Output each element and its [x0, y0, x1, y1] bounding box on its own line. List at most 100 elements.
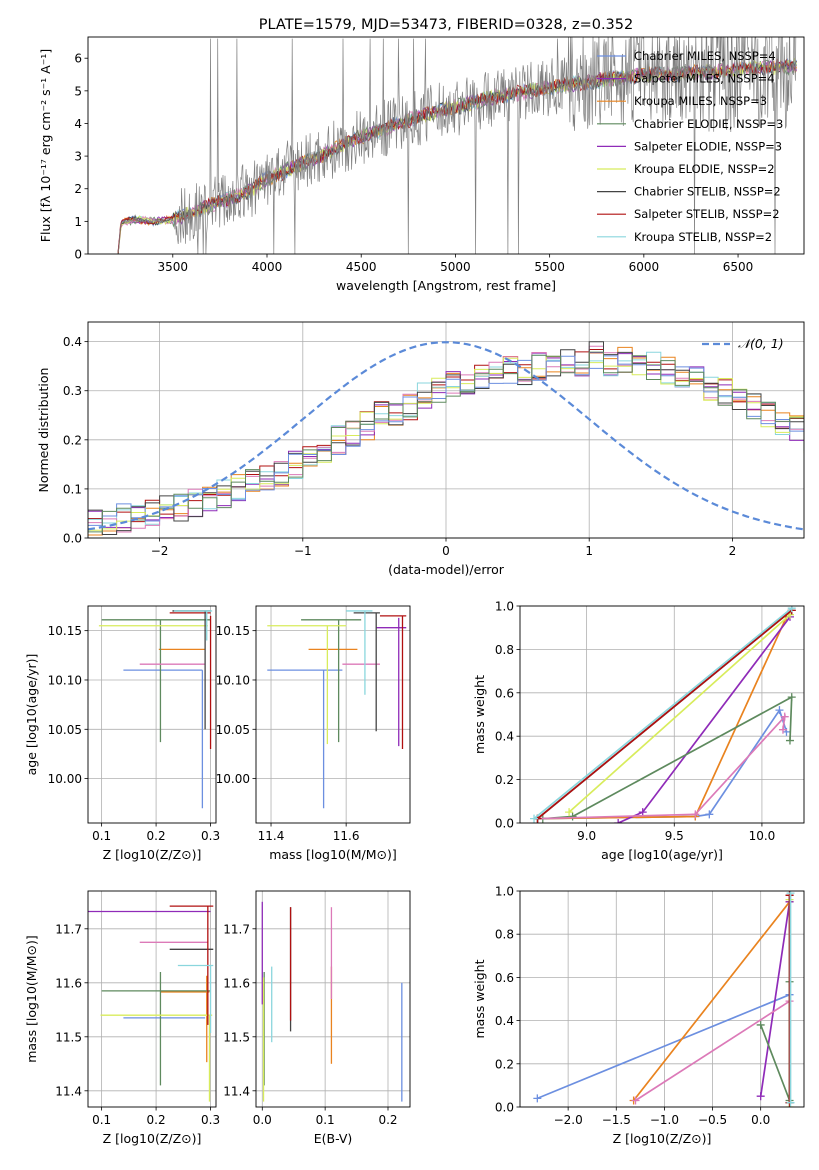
x-tick-label: 11.6	[333, 829, 360, 843]
x-tick-label: −2	[151, 544, 169, 558]
x-tick-label: 9.0	[577, 829, 596, 843]
y-tick-label: 11.6	[223, 976, 250, 990]
y-tick-label: 1.0	[495, 885, 514, 899]
y-tick-label: 11.6	[55, 976, 82, 990]
y-tick-label: 11.7	[223, 922, 250, 936]
axes-frame	[87, 890, 217, 1108]
panel-mass-vs-ebv: 0.0 0.1 0.2 11.4 11.5 11.6 11.7 E(B-V)	[223, 890, 411, 1146]
x-tick-label: 0.1	[316, 1113, 335, 1127]
weight-marker	[756, 1020, 765, 1029]
y-tick-label: 11.4	[55, 1084, 82, 1098]
y-tick-label: 11.4	[223, 1084, 250, 1098]
legend-entry: Chabrier MILES, NSSP=4	[634, 49, 776, 63]
legend: Chabrier MILES, NSSP=4 Salpeter MILES, NS…	[597, 49, 783, 244]
weight-marker	[775, 706, 784, 715]
x-tick-label: 9.5	[665, 829, 684, 843]
y-tick-label: 0.3	[63, 384, 82, 398]
weight-series-line	[536, 609, 793, 820]
x-axis-label: age [log10(age/yr)]	[601, 847, 723, 862]
weight-series-line	[635, 1000, 791, 1102]
y-tick-label: 0.2	[495, 1057, 514, 1071]
axes-frame	[87, 321, 805, 539]
weight-series-line	[542, 695, 793, 820]
x-axis-label: Z [log10(Z/Z⊙)]	[103, 1131, 202, 1146]
y-axis-label: Normed distribution	[36, 368, 51, 493]
x-tick-label: 6000	[629, 260, 660, 274]
y-tick-label: 0.8	[495, 643, 514, 657]
axes-frame	[255, 890, 411, 1108]
x-tick-label: 6500	[723, 260, 754, 274]
legend-entry: Kroupa STELIB, NSSP=2	[634, 230, 772, 244]
x-tick-label: 0.0	[253, 1113, 272, 1127]
y-axis-label: Flux [fλ 10⁻¹⁷ erg cm⁻² s⁻¹ A⁻¹]	[38, 49, 53, 242]
x-axis-label: Z [log10(Z/Z⊙)]	[103, 847, 202, 862]
y-tick-label: 0.1	[63, 482, 82, 496]
x-axis-label: mass [log10(M/M⊙)]	[269, 847, 397, 862]
y-tick-label: 0	[74, 248, 82, 262]
residual-histogram	[88, 355, 804, 526]
x-tick-label: 0.2	[378, 1113, 397, 1127]
y-tick-label: 0.6	[495, 971, 514, 985]
x-tick-label: 2	[729, 544, 737, 558]
y-tick-label: 0.6	[495, 686, 514, 700]
plot-area	[267, 610, 407, 809]
y-tick-label: 6	[74, 52, 82, 66]
x-tick-label: 0.2	[147, 1113, 166, 1127]
x-tick-label: −1	[294, 544, 312, 558]
weight-marker	[565, 808, 574, 817]
x-tick-label: 3500	[158, 260, 189, 274]
y-axis-label: age [log10(age/yr)]	[24, 654, 39, 776]
weight-marker	[614, 819, 623, 823]
y-tick-label: 0.0	[495, 817, 514, 831]
weight-marker	[756, 1092, 765, 1101]
weight-marker	[568, 812, 577, 821]
residual-histogram	[88, 345, 804, 533]
y-tick-label: 0.0	[63, 532, 82, 546]
y-tick-label: 1	[74, 215, 82, 229]
y-tick-label: 5	[74, 84, 82, 98]
weight-series-line	[537, 714, 786, 820]
plot-area	[530, 606, 796, 823]
weight-marker	[786, 891, 795, 898]
x-axis-label: E(B-V)	[314, 1131, 353, 1146]
weight-series-line	[568, 614, 791, 813]
y-tick-label: 10.15	[48, 624, 82, 638]
panel-weight-vs-Z: −2.0 −1.5 −1.0 −0.5 0.0 0.0 0.2 0.4 0.6 0.8 1.0 Z […	[472, 885, 805, 1146]
weight-marker	[705, 810, 714, 819]
x-tick-label: 10.0	[749, 829, 776, 843]
legend-entry: Chabrier STELIB, NSSP=2	[634, 185, 781, 199]
legend-entry: Salpeter ELODIE, NSSP=3	[634, 139, 782, 153]
y-tick-label: 0.0	[495, 1101, 514, 1115]
y-tick-label: 10.05	[216, 723, 250, 737]
plot-area	[98, 610, 213, 809]
y-tick-label: 11.5	[223, 1030, 250, 1044]
residual-histogram	[88, 351, 804, 525]
x-tick-label: 0.0	[751, 1113, 770, 1127]
x-tick-label: −1.5	[602, 1113, 631, 1127]
panel-weight-vs-age: 9.0 9.5 10.0 0.0 0.2 0.4 0.6 0.8 1.0 age [log10(a…	[472, 600, 805, 862]
y-tick-label: 0.4	[495, 730, 514, 744]
weight-marker	[787, 606, 796, 613]
residual-histogram	[88, 355, 804, 531]
y-tick-label: 3	[74, 150, 82, 164]
y-tick-label: 10.05	[48, 723, 82, 737]
x-axis-label: (data-model)/error	[388, 562, 505, 577]
weight-series-line	[537, 708, 788, 820]
weight-series-line	[536, 993, 790, 1100]
observed-spectrum	[117, 37, 797, 254]
x-tick-label: 0.3	[201, 829, 220, 843]
y-axis-label: mass [log10(M/M⊙)]	[24, 935, 39, 1063]
weight-series-line	[759, 901, 791, 1097]
normal-reference-curve	[88, 341, 804, 531]
weight-marker	[780, 712, 789, 721]
x-tick-label: 5000	[440, 260, 471, 274]
x-tick-label: 4000	[252, 260, 283, 274]
y-tick-label: 0.8	[495, 928, 514, 942]
residual-histogram	[88, 341, 804, 535]
panel-residuals: −2 −1 0 1 2 0.0 0.1 0.2 0.3 0.4 (data-model)/error…	[36, 321, 805, 577]
x-tick-label: 0.3	[201, 1113, 220, 1127]
panel-age-vs-Z: 0.1 0.2 0.3 10.00 10.05 10.10 10.15 Z [log10(Z/…	[24, 605, 220, 862]
panel-spectrum: 3500 4000 4500 5000 5500 6000 6500 0 1 2 3 4 5 6 wavel…	[38, 17, 805, 293]
weight-marker	[530, 814, 539, 823]
